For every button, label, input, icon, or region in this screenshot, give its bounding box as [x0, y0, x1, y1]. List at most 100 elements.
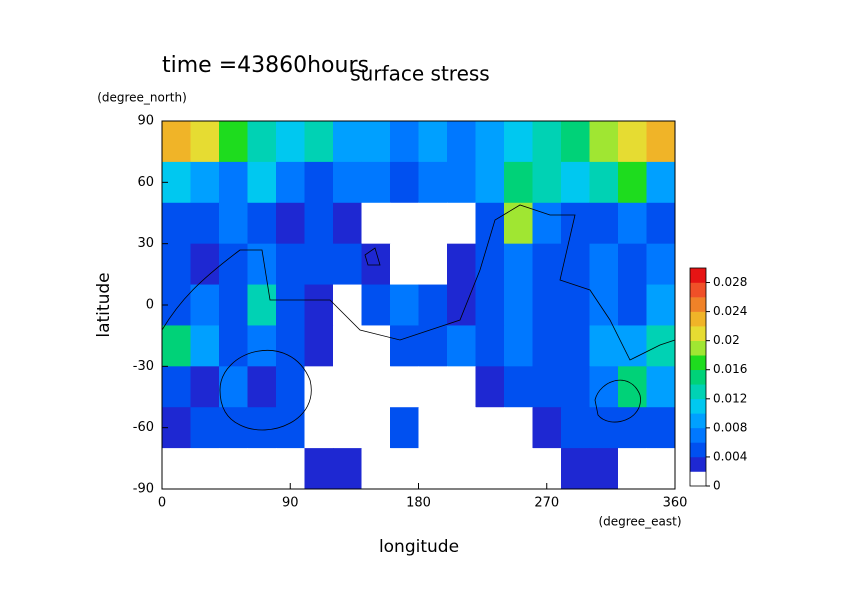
cell [532, 202, 562, 245]
cell [276, 325, 305, 367]
cell [276, 161, 305, 204]
cell [418, 284, 448, 326]
cell [618, 243, 647, 286]
cell [561, 325, 590, 367]
colorbar-frame [689, 267, 707, 487]
colorbar-swatch [690, 311, 706, 327]
cell [418, 161, 448, 204]
cell [276, 243, 305, 286]
colorbar-tick-label: 0.004 [713, 449, 747, 463]
cell [390, 366, 419, 408]
cell [390, 448, 419, 490]
y-tick-label: 30 [137, 236, 154, 251]
x-tick-label: 0 [158, 496, 166, 511]
cell [190, 407, 220, 449]
cell [333, 202, 362, 245]
colorbar-swatch [690, 427, 706, 443]
cell [504, 366, 533, 408]
cell [418, 407, 448, 449]
cell [333, 448, 362, 490]
cell [418, 448, 448, 490]
colorbar-tick-label: 0.024 [713, 304, 747, 318]
cell [532, 121, 562, 163]
colorbar-tick-label: 0.028 [713, 275, 747, 289]
colorbar-tick-label: 0.02 [713, 333, 740, 347]
cell [219, 366, 248, 408]
cell [162, 366, 191, 408]
cell [618, 407, 647, 449]
cell [190, 121, 220, 163]
y-tick-label: 0 [146, 298, 154, 313]
cell [304, 161, 334, 204]
cell [589, 161, 619, 204]
cell [333, 161, 362, 204]
cell [447, 325, 476, 367]
cell [532, 407, 562, 449]
cell [390, 243, 419, 286]
cell [361, 121, 391, 163]
cell [561, 366, 590, 408]
cell [276, 448, 305, 490]
cell [646, 284, 676, 326]
cell [361, 284, 391, 326]
cell [219, 121, 248, 163]
cell [475, 284, 505, 326]
cell [418, 325, 448, 367]
x-tick-label: 360 [663, 496, 688, 511]
cell [589, 325, 619, 367]
cell [475, 448, 505, 490]
cell [589, 243, 619, 286]
cell [333, 121, 362, 163]
cell [504, 407, 533, 449]
cell [247, 325, 277, 367]
cell [276, 121, 305, 163]
cell [304, 121, 334, 163]
cell [418, 243, 448, 286]
cell [561, 284, 590, 326]
cell [589, 448, 619, 490]
colorbar-swatch [690, 268, 706, 283]
cell [162, 121, 191, 163]
cell [618, 202, 647, 245]
cell [162, 325, 191, 367]
cell [361, 448, 391, 490]
cell [561, 448, 590, 490]
cell [447, 121, 476, 163]
cell [418, 121, 448, 163]
colorbar-swatch [690, 384, 706, 400]
cell [618, 121, 647, 163]
colorbar-swatch [690, 442, 706, 458]
colorbar-swatch [690, 471, 706, 487]
cell [333, 243, 362, 286]
cell [646, 366, 676, 408]
cell [618, 448, 647, 490]
colorbar-swatch [690, 340, 706, 356]
coastline [161, 204, 676, 431]
colorbar-tick-label: 0.008 [713, 420, 747, 434]
cell [390, 121, 419, 163]
cell [390, 407, 419, 449]
y-tick-label: -60 [133, 420, 154, 435]
cell [361, 202, 391, 245]
colorbar-swatch [690, 297, 706, 312]
y-tick-label: -90 [133, 482, 154, 497]
cell [304, 366, 334, 408]
cell [304, 284, 334, 326]
cell [219, 243, 248, 286]
cell [646, 121, 676, 163]
cell [219, 161, 248, 204]
cell [475, 407, 505, 449]
cell [532, 366, 562, 408]
colorbar-tick-label: 0 [713, 479, 721, 493]
colorbar-swatch [690, 369, 706, 385]
cell [504, 202, 533, 245]
cell [618, 161, 647, 204]
cell [532, 284, 562, 326]
cell [447, 161, 476, 204]
cell [361, 243, 391, 286]
cell [589, 366, 619, 408]
cell [219, 284, 248, 326]
cell [190, 366, 220, 408]
cell [219, 325, 248, 367]
colorbar-swatch [690, 355, 706, 371]
